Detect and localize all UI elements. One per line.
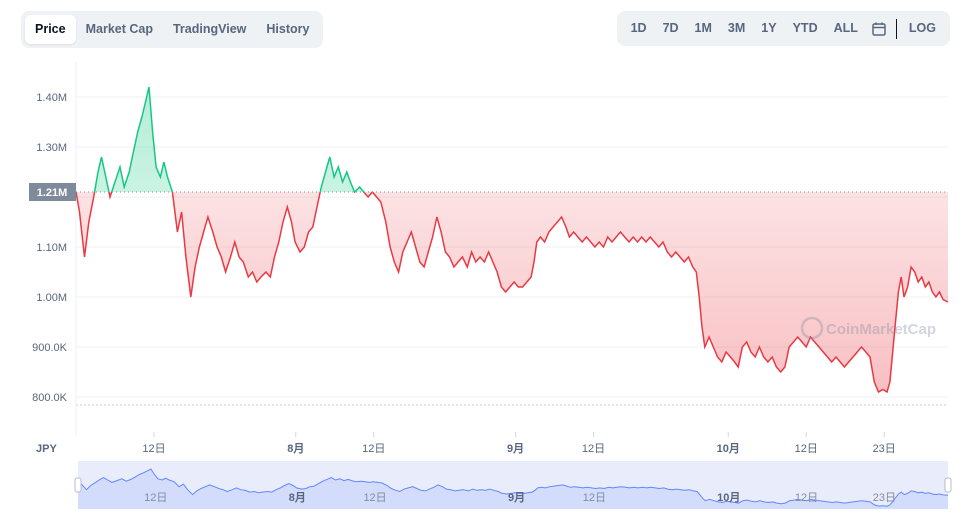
y-tick-label: 1.30M (36, 142, 67, 154)
x-tick-label: 9月 (507, 442, 524, 455)
range-7d[interactable]: 7D (662, 21, 679, 35)
range-1d[interactable]: 1D (630, 21, 647, 35)
range-selector: 1D 7D 1M 3M 1Y YTD ALL LOG (616, 11, 950, 46)
navigator-tick-label: 12日 (363, 492, 386, 504)
y-tick-label: 900.0K (32, 342, 68, 354)
chart-tabs: Price Market Cap TradingView History (21, 11, 324, 48)
baseline-label: 1.21M (37, 187, 68, 199)
navigator-handle-left[interactable] (74, 477, 82, 493)
range-ytd[interactable]: YTD (792, 21, 818, 35)
x-tick-label: 12日 (142, 443, 165, 455)
baseline-tag (29, 183, 76, 201)
calendar-icon[interactable] (866, 15, 892, 42)
range-1y[interactable]: 1Y (761, 21, 777, 35)
x-tick-label: 12日 (795, 443, 818, 455)
x-tick-label: 12日 (362, 443, 385, 455)
range-3m[interactable]: 3M (727, 21, 746, 35)
navigator-line (77, 468, 949, 507)
range-1m[interactable]: 1M (694, 21, 712, 35)
tab-market-cap[interactable]: Market Cap (85, 22, 153, 36)
watermark-logo-icon (800, 316, 824, 340)
tab-tradingview[interactable]: TradingView (172, 22, 247, 36)
y-tick-label: 800.0K (32, 392, 68, 404)
price-line-down (75, 192, 949, 394)
watermark-text: CoinMarketCap (826, 321, 936, 338)
range-all[interactable]: ALL (833, 21, 858, 35)
navigator-tick-label: 12日 (795, 492, 818, 504)
x-tick-label: 10月 (717, 442, 740, 455)
x-tick-label: 23日 (873, 443, 896, 455)
x-tick-label: 12日 (582, 443, 605, 455)
navigator-handle-right[interactable] (944, 477, 952, 493)
area-above-baseline (76, 87, 948, 192)
range-log[interactable]: LOG (908, 21, 936, 35)
y-tick-label: 1.00M (36, 292, 67, 304)
coinmarketcap-watermark: CoinMarketCap (800, 316, 936, 340)
navigator-tick-label: 9月 (508, 491, 525, 504)
y-tick-label: 1.10M (36, 242, 67, 254)
area-below-baseline (76, 192, 948, 392)
navigator-tick-label: 23日 (873, 492, 896, 504)
navigator-tick-label: 8月 (289, 491, 306, 504)
range-divider (895, 18, 897, 39)
navigator-tick-label: 12日 (144, 492, 167, 504)
tab-price[interactable]: Price (25, 15, 76, 44)
x-tick-label: 8月 (287, 442, 304, 455)
navigator-area (78, 469, 948, 509)
currency-label: JPY (36, 443, 57, 455)
tab-history[interactable]: History (266, 22, 310, 36)
y-tick-label: 1.40M (36, 92, 67, 104)
navigator-tick-label: 10月 (717, 491, 740, 504)
navigator-tick-label: 12日 (583, 492, 606, 504)
